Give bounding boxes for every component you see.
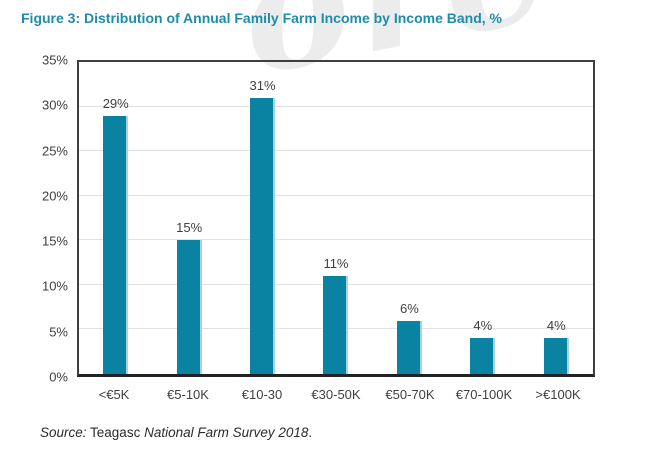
source-end: . bbox=[308, 425, 313, 440]
bar-column: 31% bbox=[226, 62, 299, 374]
bar bbox=[103, 115, 129, 374]
figure-title: Figure 3: Distribution of Annual Family … bbox=[21, 10, 502, 26]
y-tick-label: 35% bbox=[41, 52, 68, 68]
bar-column: 15% bbox=[152, 62, 225, 374]
y-tick-label: 5% bbox=[49, 324, 68, 340]
source-note: Source: Teagasc National Farm Survey 201… bbox=[40, 425, 312, 440]
y-tick-label: 25% bbox=[41, 143, 68, 159]
bar-column: 6% bbox=[373, 62, 446, 374]
source-prefix: Source: bbox=[40, 425, 87, 440]
y-tick-label: 0% bbox=[49, 369, 68, 385]
y-tick-label: 30% bbox=[41, 97, 68, 113]
bar-column: 4% bbox=[520, 62, 593, 374]
bar-column: 29% bbox=[79, 62, 152, 374]
x-tick-label: €50-70K bbox=[385, 387, 435, 402]
source-org: Teagasc bbox=[86, 425, 145, 440]
y-tick-label: 15% bbox=[41, 233, 68, 249]
bar-value-label: 4% bbox=[546, 318, 566, 334]
gridline bbox=[79, 150, 593, 152]
bar bbox=[323, 275, 349, 374]
x-tick-label: €10-30 bbox=[241, 387, 283, 402]
x-tick-label: <€5K bbox=[98, 387, 130, 402]
bar-value-label: 15% bbox=[176, 220, 203, 236]
x-tick-label: €30-50K bbox=[311, 387, 361, 402]
gridline bbox=[79, 194, 593, 196]
x-tick-label: €70-100K bbox=[455, 387, 513, 402]
x-tick-label: €5-10K bbox=[167, 387, 209, 402]
bar-column: 11% bbox=[299, 62, 372, 374]
bar-column: 4% bbox=[446, 62, 519, 374]
bar bbox=[176, 240, 202, 374]
plot-area: 29% 15% 31% 11% 6% 4% 4% bbox=[77, 60, 595, 377]
bar bbox=[396, 320, 422, 374]
source-survey: National Farm Survey 2018 bbox=[144, 425, 309, 440]
bar-value-label: 6% bbox=[400, 300, 419, 316]
bar-value-label: 31% bbox=[249, 77, 276, 93]
bar bbox=[250, 97, 276, 374]
bar bbox=[470, 338, 496, 374]
bars-row: 29% 15% 31% 11% 6% 4% 4% bbox=[79, 62, 593, 374]
x-tick-label: >€100K bbox=[535, 387, 581, 402]
y-axis-labels: 0% 5% 10% 15% 20% 25% 30% 35% bbox=[0, 53, 68, 385]
bar-value-label: 4% bbox=[473, 318, 493, 334]
x-axis-labels: <€5K €5-10K €10-30 €30-50K €50-70K €70-100K >€… bbox=[77, 387, 595, 402]
y-tick-label: 10% bbox=[41, 278, 68, 294]
bar-value-label: 29% bbox=[102, 95, 129, 111]
gridline bbox=[79, 239, 593, 241]
gridline bbox=[79, 105, 593, 107]
bar-value-label: 11% bbox=[323, 255, 349, 271]
bar bbox=[543, 338, 569, 374]
y-tick-label: 20% bbox=[41, 188, 68, 204]
